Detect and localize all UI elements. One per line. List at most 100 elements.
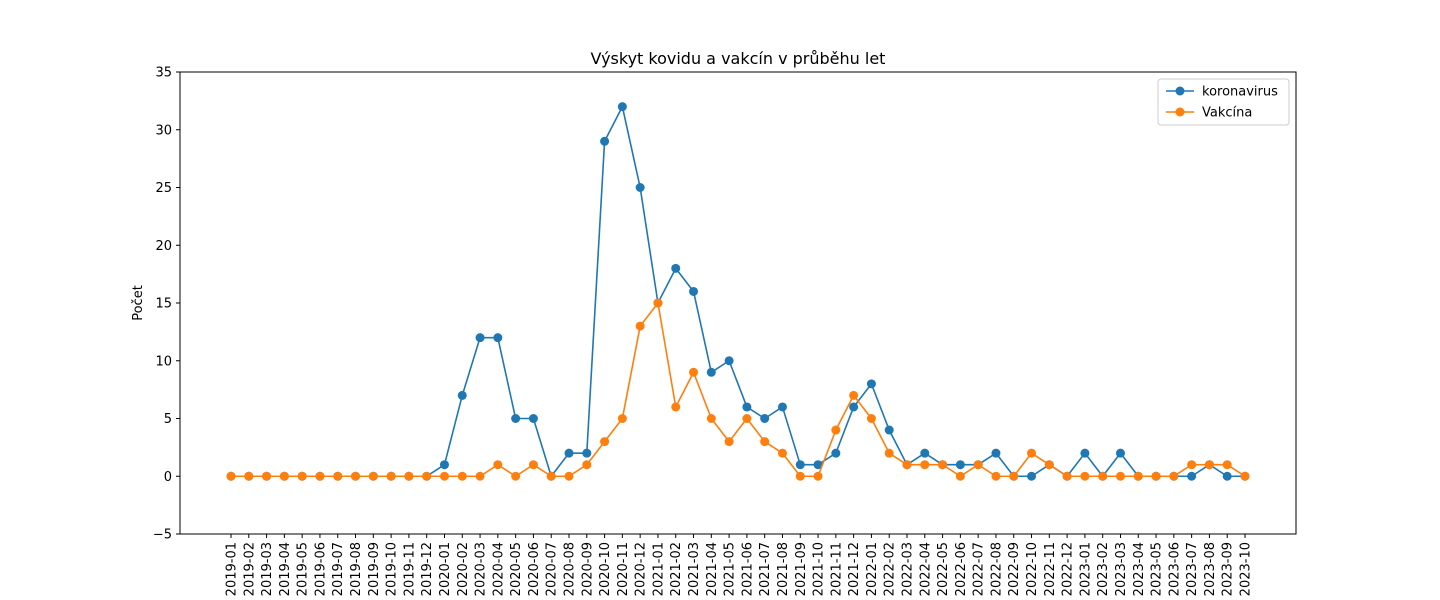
data-point xyxy=(546,471,556,481)
data-point xyxy=(991,471,1001,481)
series-line xyxy=(231,105,1245,478)
data-point xyxy=(297,471,307,481)
x-tick-label: 2021-05 xyxy=(723,542,738,596)
x-tick-label: 2021-02 xyxy=(669,542,684,596)
data-point xyxy=(635,321,645,331)
data-point xyxy=(849,402,859,412)
data-point xyxy=(1151,471,1161,481)
x-tick-label: 2019-09 xyxy=(367,542,382,596)
x-tick-label: 2023-02 xyxy=(1096,542,1111,596)
y-tick-label: 20 xyxy=(155,239,172,254)
x-tick-label: 2020-12 xyxy=(634,542,649,596)
data-point xyxy=(724,356,734,366)
data-point xyxy=(706,414,716,423)
series-vakcína xyxy=(226,298,1250,481)
data-point xyxy=(742,402,752,412)
data-point xyxy=(635,183,645,192)
x-tick-label: 2021-04 xyxy=(705,542,720,596)
data-point xyxy=(1115,448,1125,458)
x-tick-label: 2023-06 xyxy=(1167,542,1182,596)
x-tick-label: 2019-04 xyxy=(278,542,293,596)
x-tick-label: 2022-10 xyxy=(1025,542,1040,596)
x-tick-label: 2020-06 xyxy=(527,542,542,596)
data-point xyxy=(1187,471,1197,481)
x-tick-label: 2020-11 xyxy=(616,542,631,596)
data-point xyxy=(1080,448,1090,458)
data-point xyxy=(938,460,948,470)
x-tick-label: 2021-09 xyxy=(794,542,809,596)
x-tick-label: 2019-05 xyxy=(296,542,311,596)
x-tick-label: 2022-08 xyxy=(989,542,1004,596)
data-point xyxy=(760,437,770,447)
legend-marker xyxy=(1175,86,1185,96)
data-point xyxy=(884,448,894,458)
data-point xyxy=(1187,460,1197,470)
data-point xyxy=(955,471,965,481)
data-point xyxy=(226,471,236,481)
data-point xyxy=(760,414,770,423)
data-point xyxy=(689,286,699,296)
series-koronavirus xyxy=(226,102,1250,481)
x-tick-label: 2021-08 xyxy=(776,542,791,596)
data-point xyxy=(1115,471,1125,481)
x-tick-label: 2022-04 xyxy=(918,542,933,596)
y-axis: −5 0 5 10 15 20 25 30 35 xyxy=(153,66,180,543)
x-tick-label: 2021-01 xyxy=(651,542,666,596)
x-tick-label: 2022-03 xyxy=(901,542,916,596)
data-point xyxy=(404,471,414,481)
data-point xyxy=(884,425,894,435)
y-tick-label: 0 xyxy=(164,470,172,485)
data-point xyxy=(493,460,503,470)
data-point xyxy=(831,425,841,435)
chart-title: Výskyt kovidu a vakcín v průběhu let xyxy=(591,49,886,68)
data-point xyxy=(528,414,538,423)
x-tick-label: 2019-08 xyxy=(349,542,364,596)
x-tick-label: 2023-04 xyxy=(1132,542,1147,596)
data-point xyxy=(457,471,467,481)
y-tick-label: 10 xyxy=(155,354,172,369)
data-point xyxy=(795,460,805,470)
data-point xyxy=(1027,448,1037,458)
data-point xyxy=(724,437,734,447)
data-point xyxy=(600,136,610,146)
y-tick-label: 5 xyxy=(164,412,172,427)
data-point xyxy=(1240,471,1250,481)
x-tick-label: 2022-12 xyxy=(1061,542,1076,596)
data-point xyxy=(493,333,503,343)
x-tick-label: 2021-10 xyxy=(812,542,827,596)
data-point xyxy=(1062,471,1072,481)
data-point xyxy=(1009,471,1019,481)
y-tick-label: −5 xyxy=(153,528,172,543)
data-point xyxy=(439,471,449,481)
x-tick-label: 2023-01 xyxy=(1078,542,1093,596)
x-axis: 2019-01 2019-02 2019-03 2019-04 2019-05 2019-… xyxy=(225,534,1254,596)
plot-frame xyxy=(179,71,1297,535)
x-tick-label: 2020-04 xyxy=(491,542,506,596)
x-tick-label: 2020-03 xyxy=(474,542,489,596)
data-point xyxy=(617,102,627,112)
data-point xyxy=(475,333,485,343)
x-tick-label: 2023-09 xyxy=(1221,542,1236,596)
x-tick-label: 2019-06 xyxy=(313,542,328,596)
data-point xyxy=(333,471,343,481)
data-point xyxy=(368,471,378,481)
x-tick-label: 2022-01 xyxy=(865,542,880,596)
x-tick-label: 2021-07 xyxy=(758,542,773,596)
data-point xyxy=(831,448,841,458)
data-point xyxy=(528,460,538,470)
data-point xyxy=(582,448,592,458)
x-tick-label: 2021-12 xyxy=(847,542,862,596)
y-tick-label: 25 xyxy=(155,181,172,196)
data-point xyxy=(386,471,396,481)
data-point xyxy=(1098,471,1108,481)
x-tick-label: 2020-10 xyxy=(598,542,613,596)
data-point xyxy=(1080,471,1090,481)
data-point xyxy=(279,471,289,481)
x-tick-label: 2021-11 xyxy=(829,542,844,596)
data-point xyxy=(475,471,485,481)
x-tick-label: 2023-08 xyxy=(1203,542,1218,596)
data-point xyxy=(920,448,930,458)
x-tick-label: 2020-05 xyxy=(509,542,524,596)
y-tick-label: 30 xyxy=(155,123,172,138)
y-axis-label: Počet xyxy=(131,285,146,321)
